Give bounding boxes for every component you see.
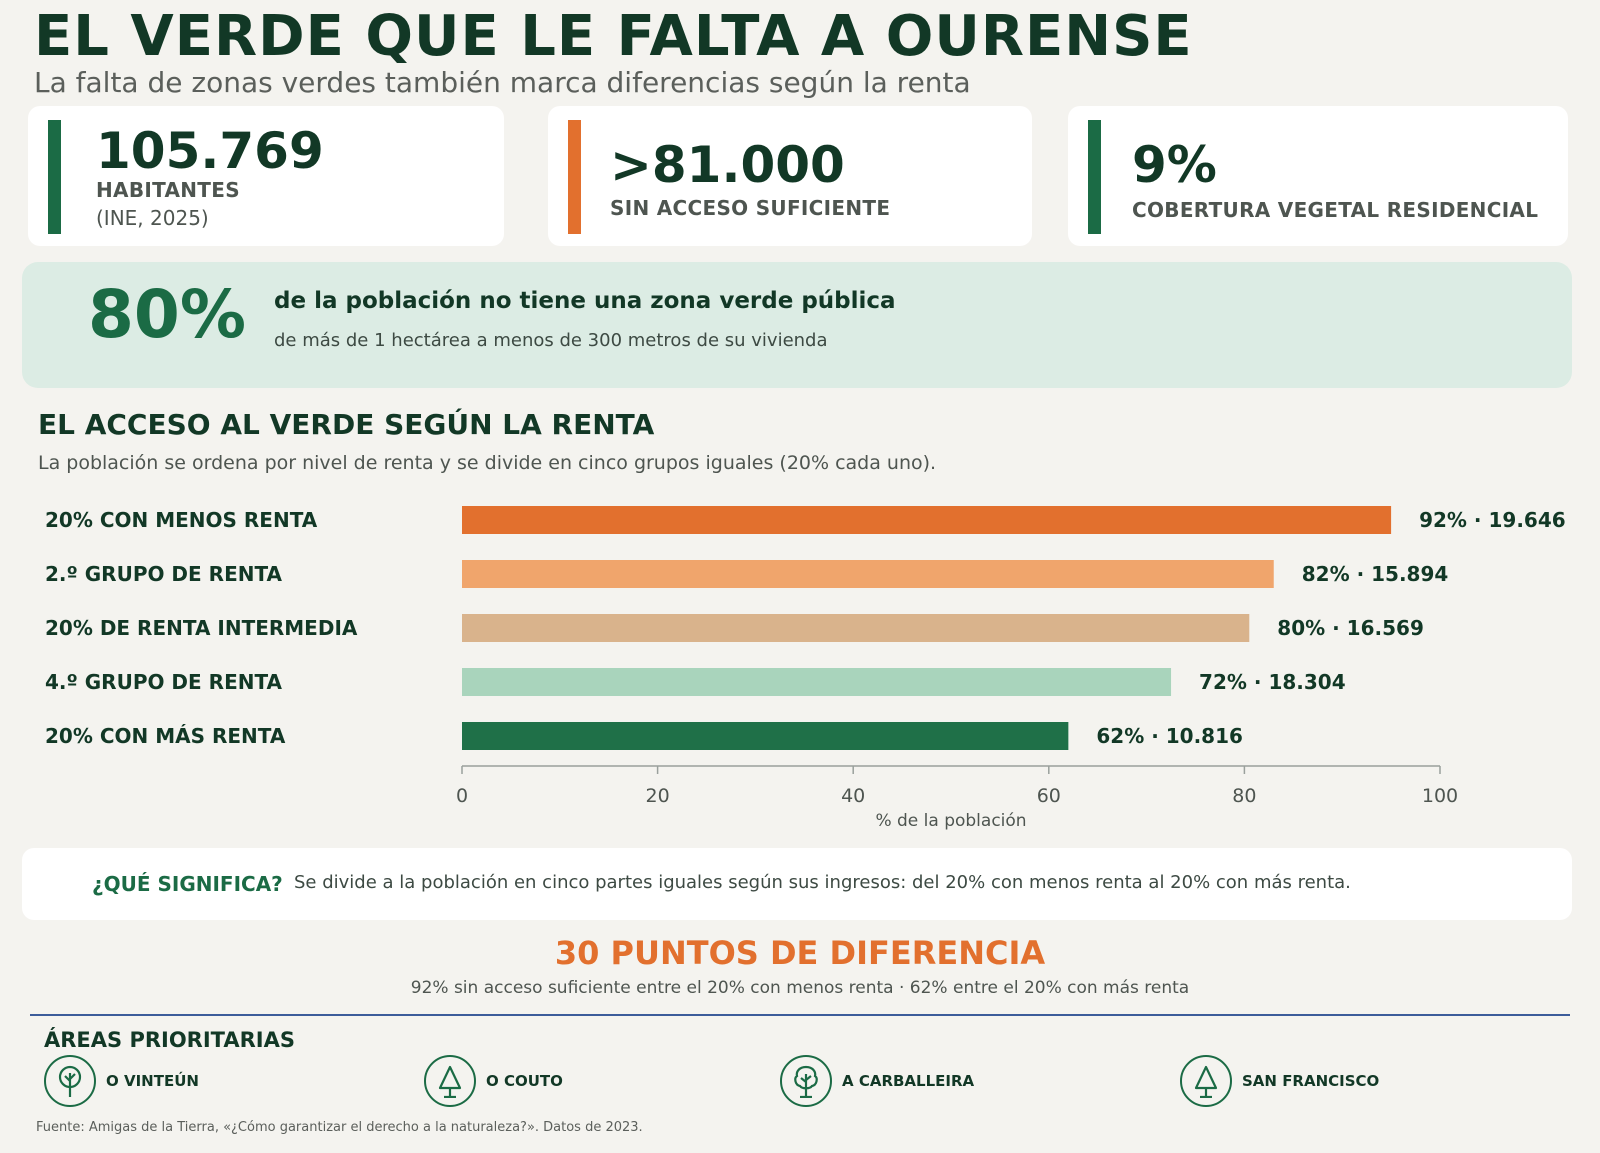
- data-label: 72% · 18.304: [1199, 670, 1346, 694]
- x-tick-label: 20: [646, 785, 670, 807]
- stat-value: 105.769: [96, 122, 324, 180]
- data-label: 82% · 15.894: [1302, 562, 1449, 586]
- area-name: A CARBALLEIRA: [842, 1072, 975, 1090]
- area-item-san-francisco: SAN FRANCISCO: [1180, 1054, 1379, 1108]
- stat-note: (INE, 2025): [96, 206, 209, 230]
- data-label: 80% · 16.569: [1277, 616, 1424, 640]
- data-label: 92% · 19.646: [1419, 508, 1566, 532]
- category-label: 20% CON MENOS RENTA: [45, 508, 318, 532]
- stat-card-cobertura: 9% COBERTURA VEGETAL RESIDENCIAL: [1068, 106, 1568, 246]
- section-divider: [30, 1014, 1570, 1016]
- highlight-main-text: de la población no tiene una zona verde …: [274, 288, 896, 314]
- area-item-o-vinteun: O VINTEÚN: [44, 1054, 199, 1108]
- card-accent-bar: [1088, 120, 1101, 234]
- stat-card-habitantes: 105.769 HABITANTES (INE, 2025): [28, 106, 504, 246]
- x-tick-label: 80: [1232, 785, 1256, 807]
- income-bar-chart: 20% CON MENOS RENTA 92% · 19.646 2.º GRUPO…: [45, 506, 1566, 830]
- bar: [462, 506, 1392, 534]
- category-label: 20% DE RENTA INTERMEDIA: [45, 616, 358, 640]
- page-subtitle: La falta de zonas verdes también marca d…: [34, 66, 971, 99]
- x-tick-label: 40: [841, 785, 865, 807]
- stat-label: COBERTURA VEGETAL RESIDENCIAL: [1132, 198, 1539, 222]
- stat-value: 9%: [1132, 136, 1217, 194]
- x-axis-label: % de la población: [875, 811, 1026, 830]
- bar: [462, 560, 1274, 588]
- bar: [462, 722, 1069, 750]
- category-label: 20% CON MÁS RENTA: [45, 724, 286, 748]
- difference-subtitle: 92% sin acceso suficiente entre el 20% c…: [410, 978, 1190, 998]
- pine-tree-icon: [1180, 1055, 1232, 1107]
- area-name: SAN FRANCISCO: [1242, 1072, 1380, 1090]
- chart-section-description: La población se ordena por nivel de rent…: [38, 452, 937, 474]
- stat-value: >81.000: [610, 136, 845, 194]
- data-label: 62% · 10.816: [1096, 724, 1243, 748]
- page-title: EL VERDE QUE LE FALTA A OURENSE: [34, 4, 1193, 69]
- stat-label: HABITANTES: [96, 178, 240, 202]
- x-tick-label: 0: [456, 785, 468, 807]
- area-name: O VINTEÚN: [106, 1072, 199, 1090]
- highlight-panel: 80% de la población no tiene una zona ve…: [22, 262, 1572, 388]
- card-accent-bar: [568, 120, 581, 234]
- x-tick-label: 60: [1037, 785, 1061, 807]
- info-label: ¿QUÉ SIGNIFICA?: [92, 872, 283, 896]
- info-text: Se divide a la población en cinco partes…: [294, 872, 1351, 893]
- highlight-value: 80%: [88, 276, 246, 353]
- tree-icon: [44, 1055, 96, 1107]
- area-item-a-carballeira: A CARBALLEIRA: [780, 1054, 974, 1108]
- info-box: ¿QUÉ SIGNIFICA? Se divide a la población…: [22, 848, 1572, 920]
- category-label: 4.º GRUPO DE RENTA: [45, 670, 283, 694]
- area-item-o-couto: O COUTO: [424, 1054, 563, 1108]
- stat-card-sin-acceso: >81.000 SIN ACCESO SUFICIENTE: [548, 106, 1032, 246]
- highlight-sub-text: de más de 1 hectárea a menos de 300 metr…: [274, 330, 828, 351]
- area-name: O COUTO: [486, 1072, 563, 1090]
- chart-section-title: EL ACCESO AL VERDE SEGÚN LA RENTA: [38, 408, 655, 441]
- stat-label: SIN ACCESO SUFICIENTE: [610, 196, 891, 220]
- oak-tree-icon: [780, 1055, 832, 1107]
- card-accent-bar: [48, 120, 61, 234]
- difference-title: 30 PUNTOS DE DIFERENCIA: [554, 934, 1046, 972]
- x-tick-label: 100: [1422, 785, 1458, 807]
- areas-title: ÁREAS PRIORITARIAS: [44, 1028, 295, 1052]
- source-note: Fuente: Amigas de la Tierra, «¿Cómo gara…: [36, 1120, 643, 1135]
- category-label: 2.º GRUPO DE RENTA: [45, 562, 283, 586]
- bar: [462, 614, 1250, 642]
- pine-tree-icon: [424, 1055, 476, 1107]
- bar: [462, 668, 1172, 696]
